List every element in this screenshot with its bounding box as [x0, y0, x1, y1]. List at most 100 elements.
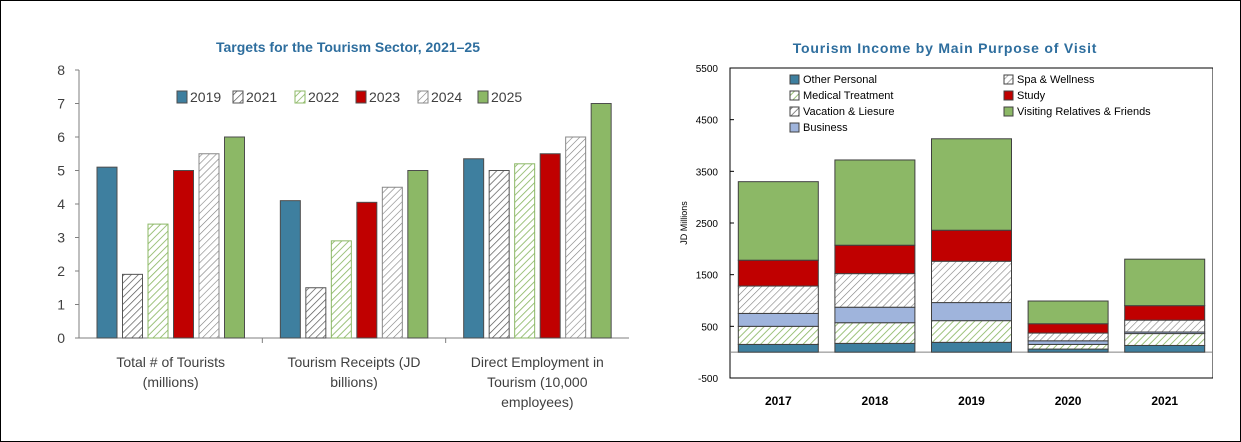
legend-swatch-Vacation & Liesure: [789, 106, 800, 117]
y-tick-label: -500: [698, 374, 718, 385]
segment-Business-2017: [737, 312, 819, 327]
bar-2022-2: [514, 163, 536, 339]
segment-Other Personal-2018: [834, 342, 916, 353]
x-category-label: Total # of Tourists: [116, 354, 225, 370]
segment-Medical Treatment-2021: [1124, 333, 1206, 346]
y-axis-label: JD Millions: [679, 201, 689, 245]
segment-Visiting Relatives & Friends-2020: [1027, 300, 1109, 325]
legend-swatch-Medical Treatment: [789, 90, 800, 101]
legend-swatch-2023: [355, 90, 367, 104]
segment-Other Personal-2019: [931, 341, 1012, 353]
y-tick-label: 3: [57, 230, 65, 246]
legend-swatch-Other Personal: [789, 74, 800, 85]
x-category-label: Tourism (10,000: [487, 374, 588, 390]
legend-label: 2023: [369, 89, 400, 105]
legend-swatch-2025: [477, 90, 489, 104]
bar-2025-2: [590, 103, 612, 339]
y-tick-label: 0: [57, 330, 65, 346]
legend-label: Other Personal: [803, 74, 877, 86]
segment-Medical Treatment-2017: [737, 325, 819, 345]
bar-2019-1: [279, 200, 301, 339]
segment-Spa & Wellness-2017: [737, 285, 819, 314]
segment-Study-2020: [1027, 323, 1109, 334]
y-tick-label: 2500: [696, 219, 719, 230]
chart-title: Targets for the Tourism Sector, 2021–25: [216, 39, 480, 55]
segment-Study-2018: [834, 244, 916, 275]
y-tick-label: 3500: [696, 167, 719, 178]
x-category-label: Tourism Receipts (JD: [287, 354, 420, 370]
segment-Visiting Relatives & Friends-2019: [931, 138, 1012, 231]
segment-Spa & Wellness-2018: [834, 273, 916, 308]
x-category-label: billions): [330, 374, 377, 390]
bar-2024-0: [198, 153, 220, 339]
legend-label: 2019: [190, 89, 221, 105]
legend-swatch-2022: [294, 90, 306, 104]
segment-Medical Treatment-2018: [834, 322, 916, 344]
legend-swatch-2021: [232, 90, 244, 104]
legend-label: 2022: [308, 89, 339, 105]
y-tick-label: 7: [57, 96, 65, 112]
segment-Spa & Wellness-2021: [1124, 319, 1206, 333]
y-tick-label: 5500: [696, 64, 719, 75]
legend-label: 2025: [491, 89, 522, 105]
legend-label: Medical Treatment: [803, 90, 893, 102]
x-category-label: 2019: [958, 394, 985, 408]
bar-2024-2: [565, 136, 587, 339]
y-tick-label: 5: [57, 163, 65, 179]
bar-2019-2: [463, 158, 485, 339]
legend-swatch-2019: [176, 90, 188, 104]
segment-Business-2019: [931, 302, 1012, 322]
x-category-label: 2018: [862, 394, 889, 408]
legend-swatch-Study: [1003, 90, 1014, 101]
y-tick-label: 4: [57, 196, 65, 212]
legend-label: Visiting Relatives & Friends: [1017, 106, 1151, 118]
segment-Visiting Relatives & Friends-2021: [1124, 258, 1206, 307]
legend-swatch-Visiting Relatives & Friends: [1003, 106, 1014, 117]
bar-2024-1: [381, 186, 403, 339]
bar-2019-0: [96, 166, 118, 339]
legend-label: Vacation & Liesure: [803, 106, 895, 118]
segment-Spa & Wellness-2019: [931, 260, 1012, 304]
legend-label: 2021: [246, 89, 277, 105]
y-tick-label: 500: [701, 322, 718, 333]
right-chart: Tourism Income by Main Purpose of Visit -…: [679, 40, 1213, 408]
x-category-label: employees): [501, 394, 573, 410]
x-category-label: 2017: [765, 394, 792, 408]
legend-swatch-Spa & Wellness: [1003, 74, 1014, 85]
legend-label: Business: [803, 122, 848, 134]
chart-title: Tourism Income by Main Purpose of Visit: [793, 40, 1098, 56]
segment-Business-2018: [834, 306, 916, 324]
bar-2023-1: [356, 201, 378, 339]
segment-Study-2021: [1124, 305, 1206, 321]
bar-2021-1: [305, 287, 327, 339]
left-chart: Targets for the Tourism Sector, 2021–25 0…: [57, 39, 629, 410]
legend-label: Study: [1017, 90, 1046, 102]
y-tick-label: 1: [57, 297, 65, 313]
y-tick-label: 8: [57, 62, 65, 78]
bar-2022-1: [330, 240, 352, 339]
x-category-label: 2021: [1151, 394, 1178, 408]
segment-Spa & Wellness-2020: [1027, 332, 1109, 342]
segment-Study-2017: [737, 259, 819, 287]
bar-2025-0: [224, 136, 245, 339]
x-category-label: 2020: [1055, 394, 1082, 408]
bar-2023-2: [539, 153, 561, 339]
y-tick-label: 2: [57, 263, 65, 279]
x-category-label: Direct Employment in: [471, 354, 604, 370]
segment-Business-2020: [1027, 340, 1109, 345]
legend-label: Spa & Wellness: [1017, 74, 1095, 86]
segment-Other Personal-2017: [737, 343, 819, 353]
segment-Medical Treatment-2020: [1027, 343, 1109, 350]
y-tick-label: 1500: [696, 271, 719, 282]
x-category-label: (millions): [143, 374, 199, 390]
legend-label: 2024: [431, 89, 462, 105]
bar-2021-2: [488, 170, 510, 339]
segment-Visiting Relatives & Friends-2018: [834, 159, 916, 246]
segment-Visiting Relatives & Friends-2017: [737, 181, 819, 261]
y-tick-label: 6: [57, 129, 65, 145]
legend-swatch-2024: [417, 90, 429, 104]
segment-Other Personal-2021: [1124, 344, 1206, 353]
legend-swatch-Business: [789, 122, 800, 133]
segment-Medical Treatment-2019: [931, 320, 1012, 343]
